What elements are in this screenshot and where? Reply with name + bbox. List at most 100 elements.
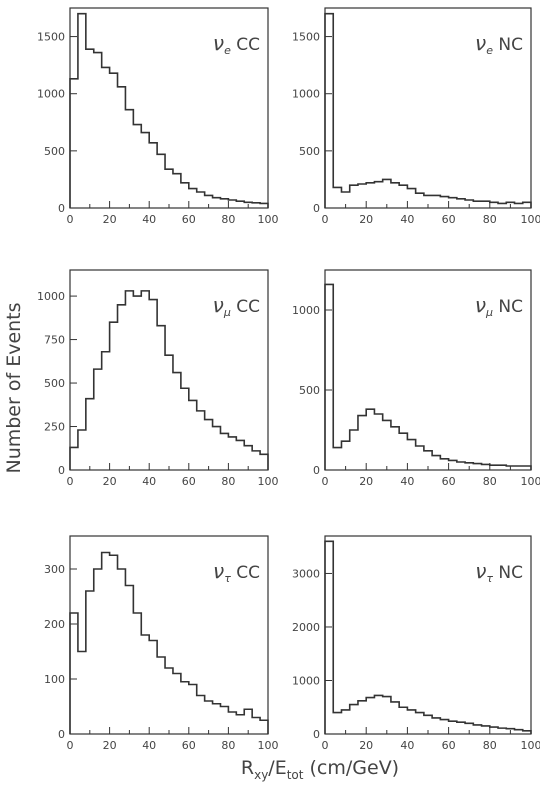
x-tick-label: 100 xyxy=(258,739,279,752)
x-tick-label: 60 xyxy=(182,739,196,752)
y-tick-label: 0 xyxy=(313,464,320,477)
y-tick-label: 2000 xyxy=(292,621,320,634)
y-tick-label: 0 xyxy=(58,464,65,477)
y-tick-label: 250 xyxy=(44,421,65,434)
x-tick-label: 40 xyxy=(400,213,414,226)
x-tick-label: 0 xyxy=(322,739,329,752)
panel-label-flavor: μ xyxy=(485,306,493,319)
panel-label-greek: ν xyxy=(475,293,486,317)
x-tick-label: 0 xyxy=(322,475,329,488)
panel-label: ντ CC xyxy=(213,559,260,585)
panel-label: νμ NC xyxy=(475,293,523,319)
x-tick-label: 100 xyxy=(521,475,540,488)
y-tick-label: 1000 xyxy=(292,304,320,317)
panel-label-flavor: e xyxy=(486,44,493,57)
y-tick-label: 1000 xyxy=(292,88,320,101)
panel-label: νe NC xyxy=(475,31,523,57)
y-tick-label: 500 xyxy=(44,145,65,158)
x-tick-label: 60 xyxy=(442,213,456,226)
x-tick-label: 20 xyxy=(359,739,373,752)
histogram-line xyxy=(324,540,532,734)
x-tick-label: 20 xyxy=(359,213,373,226)
panel-label: ντ NC xyxy=(475,559,523,585)
x-tick-label: 0 xyxy=(67,739,74,752)
x-tick-label: 40 xyxy=(142,475,156,488)
x-tick-label: 100 xyxy=(258,475,279,488)
x-axis-label-r: R xyxy=(241,757,254,779)
x-tick-label: 0 xyxy=(67,475,74,488)
panel-label-greek: ν xyxy=(475,559,486,583)
x-tick-label: 0 xyxy=(322,213,329,226)
y-tick-label: 1500 xyxy=(292,31,320,44)
y-tick-label: 500 xyxy=(299,384,320,397)
x-tick-label: 80 xyxy=(483,475,497,488)
panel-label-greek: ν xyxy=(213,559,224,583)
x-tick-label: 20 xyxy=(103,475,117,488)
y-tick-label: 1000 xyxy=(37,88,65,101)
y-tick-label: 100 xyxy=(44,673,65,686)
panel-label-flavor: μ xyxy=(223,306,231,319)
x-tick-label: 60 xyxy=(442,475,456,488)
x-tick-label: 100 xyxy=(521,213,540,226)
x-tick-label: 80 xyxy=(221,475,235,488)
y-tick-label: 0 xyxy=(58,202,65,215)
x-tick-label: 80 xyxy=(221,739,235,752)
x-tick-label: 60 xyxy=(442,739,456,752)
histogram-line xyxy=(69,551,269,734)
panel-label-greek: ν xyxy=(213,293,224,317)
histogram-line xyxy=(69,12,269,208)
x-tick-label: 20 xyxy=(103,213,117,226)
x-axis-label: Rxy/Etot (cm/GeV) xyxy=(241,757,399,782)
y-tick-label: 3000 xyxy=(292,567,320,580)
y-tick-label: 500 xyxy=(44,377,65,390)
y-tick-label: 1500 xyxy=(37,31,65,44)
x-tick-label: 40 xyxy=(142,739,156,752)
histogram-line xyxy=(324,12,532,208)
x-tick-label: 40 xyxy=(400,475,414,488)
y-tick-label: 300 xyxy=(44,563,65,576)
y-tick-label: 200 xyxy=(44,618,65,631)
panel-label-kind: CC xyxy=(231,35,260,55)
y-tick-label: 750 xyxy=(44,334,65,347)
y-tick-label: 0 xyxy=(58,728,65,741)
x-tick-label: 40 xyxy=(400,739,414,752)
x-tick-label: 80 xyxy=(483,739,497,752)
panel-label-kind: CC xyxy=(231,563,260,583)
panel-label-kind: NC xyxy=(493,35,523,55)
x-axis-label-slash-e: /E xyxy=(268,757,286,779)
panel-label-kind: NC xyxy=(493,563,523,583)
panel-label: νe CC xyxy=(213,31,260,57)
x-tick-label: 80 xyxy=(221,213,235,226)
x-tick-label: 60 xyxy=(182,213,196,226)
x-tick-label: 100 xyxy=(521,739,540,752)
panel-label-flavor: τ xyxy=(486,572,493,585)
panel-τ-cc: 0 20 40 60 80 100 0 100 200 300 ντ CC xyxy=(44,535,279,752)
panel-label-flavor: e xyxy=(224,44,231,57)
panel-label-kind: CC xyxy=(231,297,260,317)
y-tick-label: 0 xyxy=(313,728,320,741)
x-tick-label: 80 xyxy=(483,213,497,226)
x-tick-label: 60 xyxy=(182,475,196,488)
y-tick-label: 1000 xyxy=(37,290,65,303)
y-axis-label: Number of Events xyxy=(3,302,25,473)
y-tick-label: 1000 xyxy=(292,674,320,687)
histogram-line xyxy=(69,290,269,470)
panel-label: νμ CC xyxy=(213,293,260,319)
x-tick-label: 40 xyxy=(142,213,156,226)
y-tick-label: 0 xyxy=(313,202,320,215)
panel-label-flavor: τ xyxy=(224,572,231,585)
x-tick-label: 0 xyxy=(67,213,74,226)
x-tick-label: 20 xyxy=(103,739,117,752)
x-axis-label-sub-xy: xy xyxy=(254,768,268,782)
x-tick-label: 20 xyxy=(359,475,373,488)
panel-label-greek: ν xyxy=(475,31,486,55)
x-axis-label-sub-tot: tot xyxy=(287,768,304,782)
panel-label-greek: ν xyxy=(213,31,224,55)
